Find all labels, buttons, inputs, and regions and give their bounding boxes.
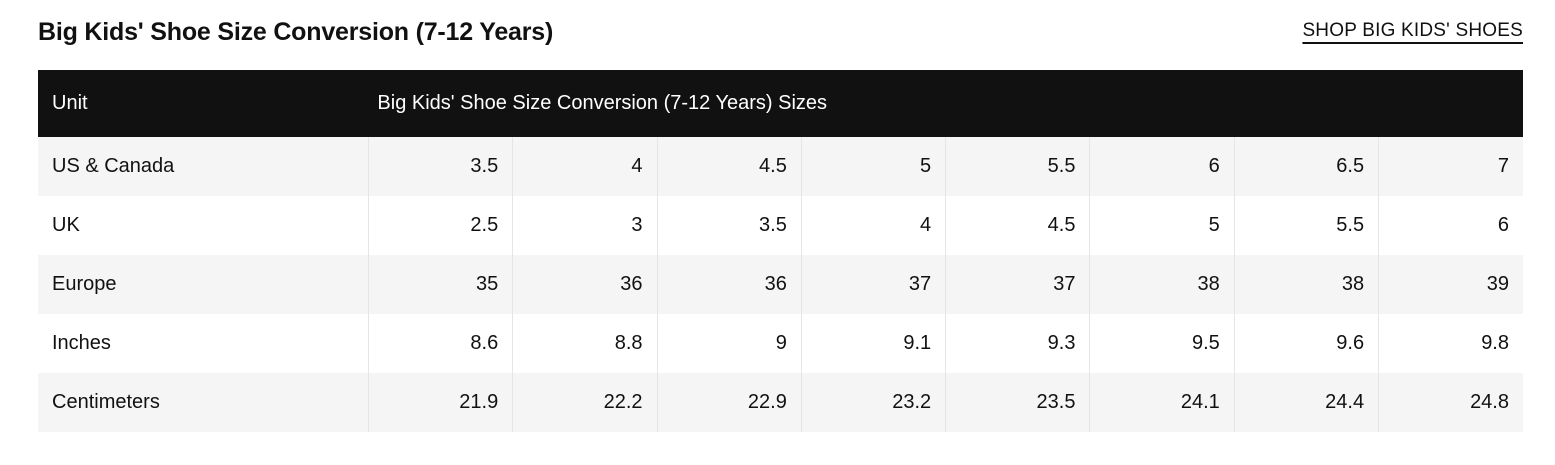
sizes-column-header: Big Kids' Shoe Size Conversion (7-12 Yea… — [368, 70, 1523, 137]
size-value: 23.2 — [800, 373, 946, 432]
size-value: 5 — [1089, 196, 1235, 255]
size-value: 36 — [512, 255, 658, 314]
size-value: 24.1 — [1089, 373, 1235, 432]
size-value: 6 — [1378, 196, 1523, 255]
size-value: 35 — [367, 255, 513, 314]
size-value: 4.5 — [656, 137, 802, 196]
size-value: 8.8 — [512, 314, 658, 373]
size-value: 9.5 — [1089, 314, 1235, 373]
size-value: 38 — [1089, 255, 1235, 314]
size-value: 8.6 — [367, 314, 513, 373]
size-value: 22.9 — [656, 373, 802, 432]
shop-big-kids-shoes-link[interactable]: SHOP BIG KIDS' SHOES — [1302, 20, 1523, 41]
table-row: Inches 8.6 8.8 9 9.1 9.3 9.5 9.6 9.8 — [38, 314, 1523, 373]
size-value: 37 — [945, 255, 1090, 314]
unit-label: UK — [52, 214, 80, 236]
size-value: 4 — [800, 196, 946, 255]
size-value: 21.9 — [367, 373, 513, 432]
size-value: 22.2 — [512, 373, 658, 432]
page-title: Big Kids' Shoe Size Conversion (7-12 Yea… — [38, 18, 554, 46]
size-value: 38 — [1233, 255, 1379, 314]
size-value: 39 — [1378, 255, 1523, 314]
table-row: UK 2.5 3 3.5 4 4.5 5 5.5 6 — [38, 196, 1523, 255]
unit-label: Inches — [52, 332, 111, 354]
size-value: 24.4 — [1233, 373, 1379, 432]
size-value: 36 — [656, 255, 802, 314]
size-value: 3.5 — [367, 137, 513, 196]
size-value: 7 — [1378, 137, 1523, 196]
size-value: 9.6 — [1233, 314, 1379, 373]
size-value: 6 — [1089, 137, 1235, 196]
size-value: 5.5 — [945, 137, 1090, 196]
size-value: 9.8 — [1378, 314, 1523, 373]
table-row: US & Canada 3.5 4 4.5 5 5.5 6 6.5 7 — [38, 137, 1523, 196]
size-table-body: US & Canada 3.5 4 4.5 5 5.5 6 6.5 7 UK 2.5 3 3.5 4 4.5… — [38, 137, 1523, 432]
size-value: 9 — [656, 314, 802, 373]
table-row: Europe 35 36 36 37 37 38 38 39 — [38, 255, 1523, 314]
size-value: 3.5 — [656, 196, 802, 255]
size-value: 9.3 — [945, 314, 1090, 373]
size-value: 9.1 — [800, 314, 946, 373]
size-value: 23.5 — [945, 373, 1090, 432]
table-row: Centimeters 21.9 22.2 22.9 23.2 23.5 24.1 24.4 2… — [38, 373, 1523, 432]
size-value: 5.5 — [1233, 196, 1379, 255]
unit-label: Europe — [52, 273, 117, 295]
unit-column-header: Unit — [38, 70, 369, 137]
table-header-row: Unit Big Kids' Shoe Size Conversion (7-1… — [38, 70, 1523, 137]
size-value: 5 — [800, 137, 946, 196]
unit-label: US & Canada — [52, 155, 175, 177]
size-value: 3 — [512, 196, 658, 255]
size-value: 6.5 — [1233, 137, 1379, 196]
size-value: 4.5 — [945, 196, 1090, 255]
size-value: 2.5 — [367, 196, 513, 255]
size-value: 24.8 — [1378, 373, 1523, 432]
size-conversion-table: Unit Big Kids' Shoe Size Conversion (7-1… — [38, 70, 1523, 432]
size-value: 4 — [512, 137, 658, 196]
unit-label: Centimeters — [52, 391, 160, 413]
size-value: 37 — [800, 255, 946, 314]
section-header: Big Kids' Shoe Size Conversion (7-12 Yea… — [38, 14, 1523, 48]
